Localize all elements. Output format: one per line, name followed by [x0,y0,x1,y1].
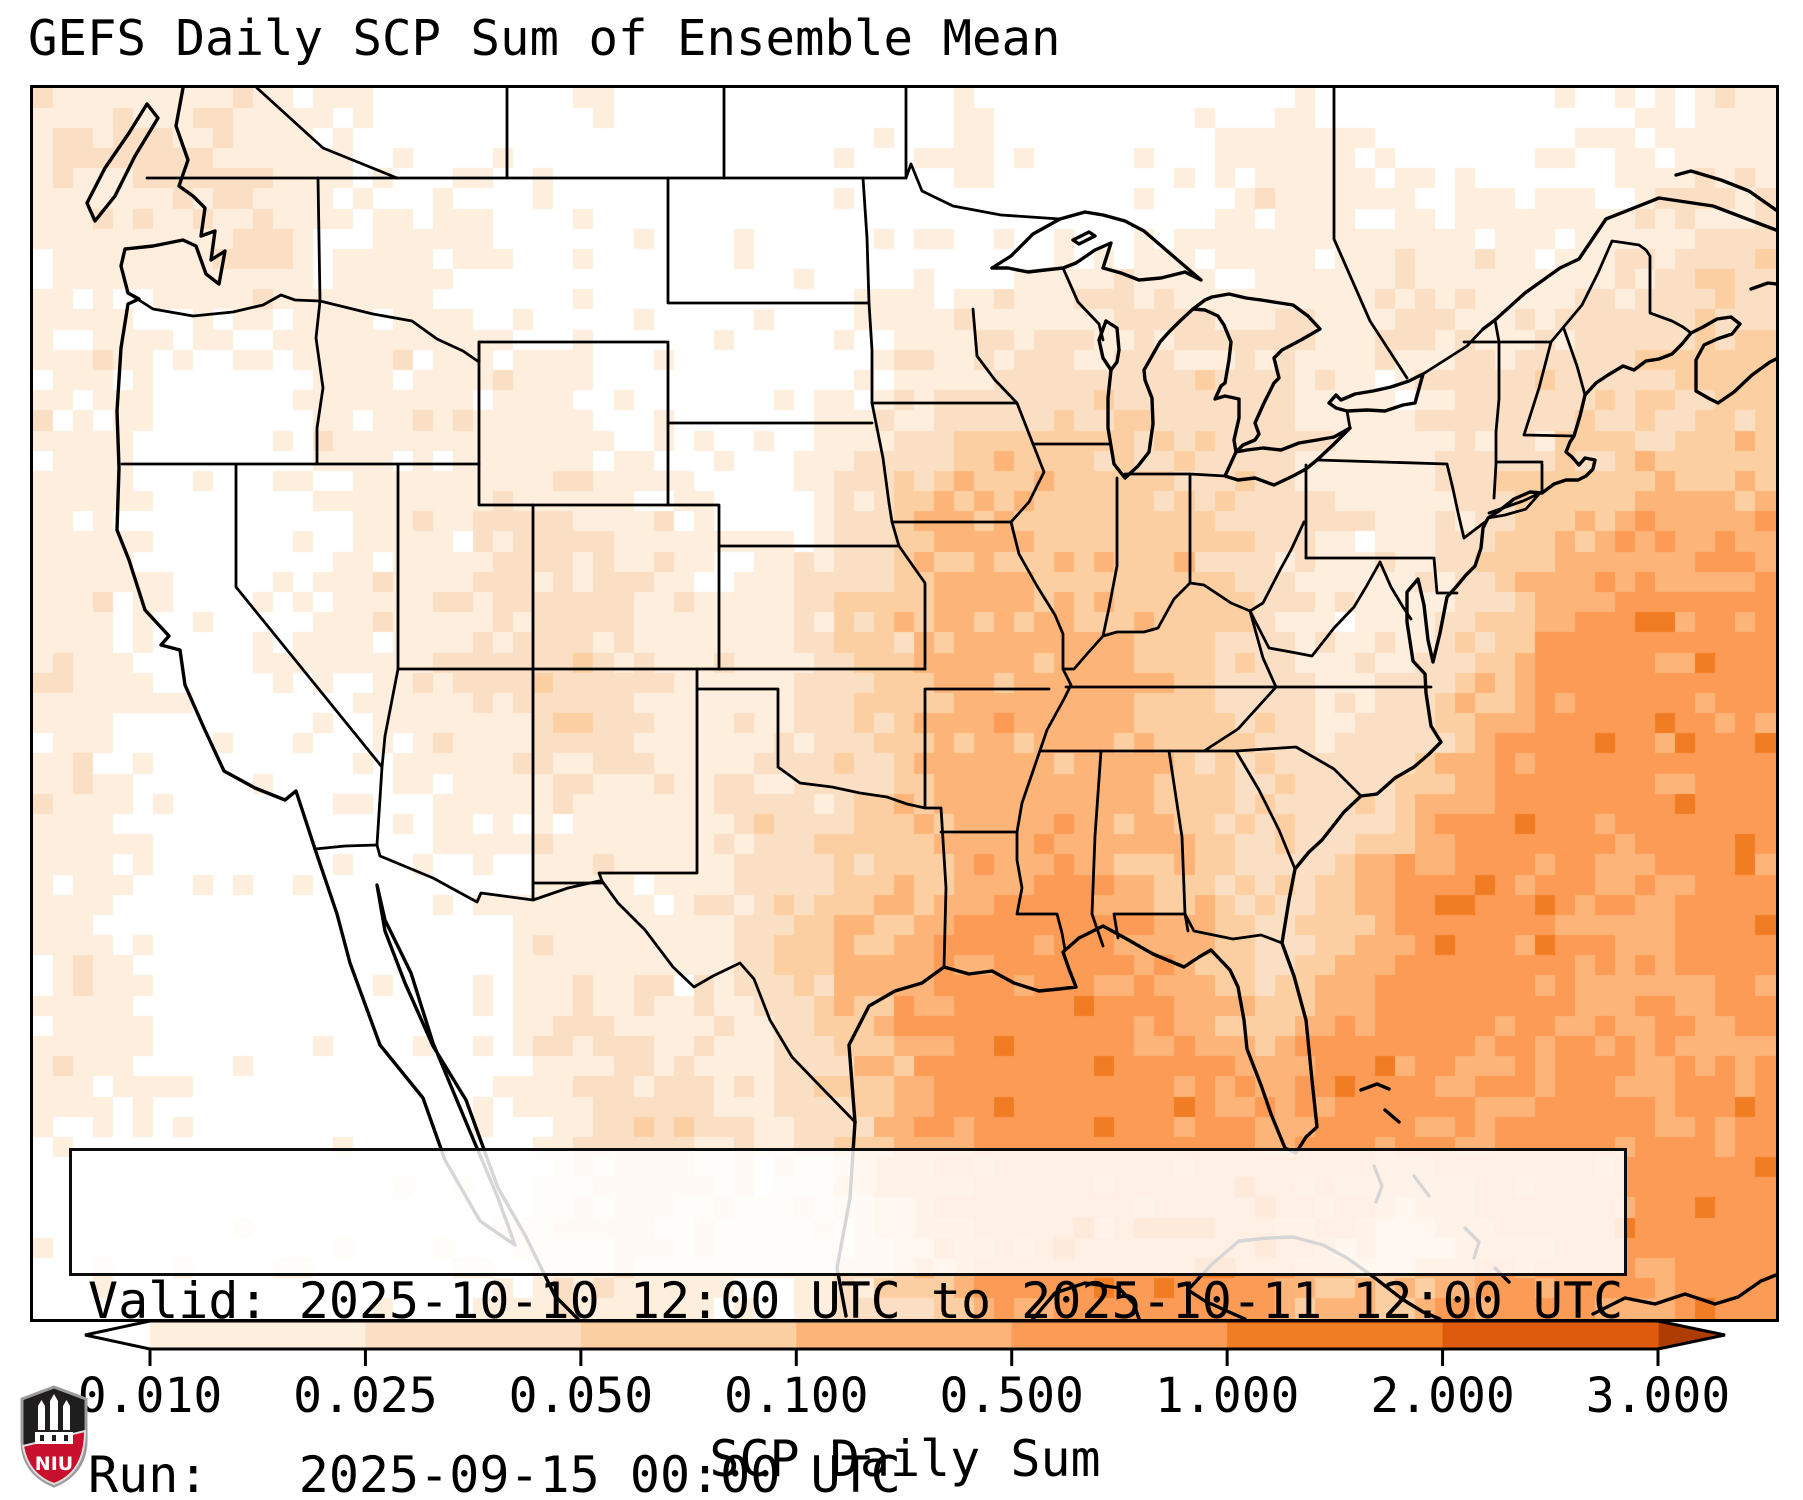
border-line [126,176,322,318]
colorbar-over-arrow [1658,1321,1725,1349]
colorbar-tick-label: 0.025 [293,1368,438,1424]
plot-title: GEFS Daily SCP Sum of Ensemble Mean [28,10,1061,67]
border-line [1090,749,1284,948]
coastline [85,102,160,223]
border-line [318,299,481,364]
colorbar-axis-label: SCP Daily Sum [709,1430,1101,1488]
niu-shield-red-band [21,1429,87,1486]
niu-logo-text: NIU [35,1453,73,1475]
colorbar-segment [150,1321,367,1349]
colorbar-tick-label: 0.100 [724,1368,869,1424]
coastline [1191,292,1322,454]
colorbar-tick-label: 2.000 [1370,1368,1515,1424]
colorbar-tick-labels: 0.010 0.025 0.050 0.100 0.500 1.000 2.000 3.000 [0,1368,1803,1424]
coastline [1749,281,1776,291]
colorbar-segment [365,1321,582,1349]
border-line [666,401,1019,671]
border-line [1315,327,1587,540]
border-line [145,162,1062,221]
run-time-text: Run: 2025-09-15 00:00 UTC [88,1446,901,1500]
colorbar-tick-label: 1.000 [1154,1368,1300,1424]
coastline [115,88,317,851]
colorbar-segment [580,1321,797,1349]
border-line [255,88,1501,380]
niu-castle-icon [35,1394,73,1444]
border-line [1061,520,1306,671]
colorbar-segment [796,1321,1013,1349]
border-line [313,843,857,1124]
niu-logo: NIU [20,1385,88,1488]
colorbar-tick-label: 0.500 [939,1368,1084,1424]
border-line [120,299,604,902]
coastline [313,847,580,1319]
state-boundaries-overlay [85,88,1776,1319]
map-panel: Valid: 2025-10-10 12:00 UTC to 2025-10-1… [30,85,1779,1500]
colorbar [84,1319,1726,1366]
coastline [1071,230,1097,246]
border-line [1039,609,1278,753]
border-line [666,176,874,425]
border-line [477,340,670,507]
colorbar-under-arrow [85,1321,150,1349]
coastline [1097,307,1195,480]
coastline [1591,1273,1776,1316]
colorbar-segment [1227,1321,1444,1349]
colorbar-tick-label: 0.050 [508,1368,654,1424]
colorbar-tick-label: 3.000 [1585,1368,1731,1424]
colorbar-tick-label: 0.010 [77,1368,223,1424]
border-line [971,307,1073,952]
coastline [1481,169,1776,331]
scp-heatmap [33,88,1776,1319]
colorbar-segment [1442,1321,1659,1349]
coastline [990,210,1203,282]
border-line [1123,463,1308,585]
border-line [1248,556,1459,658]
border-line [1234,685,1433,871]
coastline [847,315,1776,1155]
colorbar-segment [1011,1321,1228,1349]
coastline [1104,319,1121,372]
border-line [1345,239,1693,430]
border-line [597,667,1051,969]
coastline [1327,372,1425,413]
coastline [1223,426,1352,487]
valid-run-info-box: Valid: 2025-10-10 12:00 UTC to 2025-10-1… [69,1148,1627,1500]
